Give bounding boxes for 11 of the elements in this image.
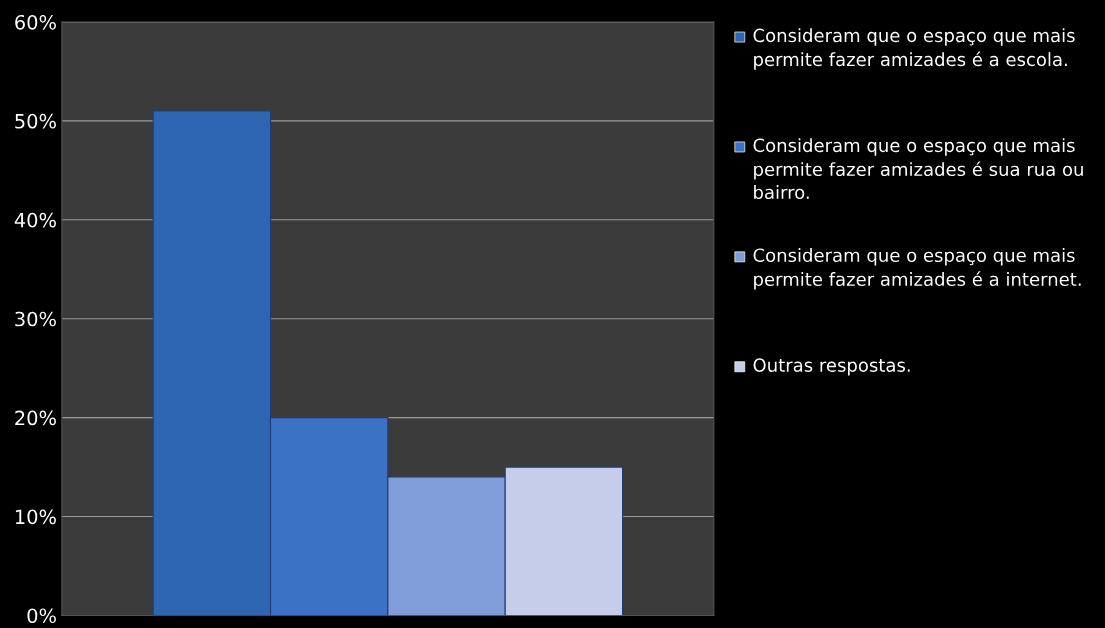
legend-label: Outras respostas. <box>753 358 910 376</box>
y-tick-label: 60% <box>15 14 56 30</box>
y-tick-label: 30% <box>15 311 56 327</box>
y-tick-label: 50% <box>15 113 56 129</box>
legend-label: Consideram que o espaço que mais permite fazer amizades é a internet. <box>753 248 1081 290</box>
legend-label: Consideram que o espaço que mais permite fazer amizades é sua rua ou bairro. <box>753 138 1083 200</box>
y-tick-label: 40% <box>14 212 56 228</box>
y-tick-label: 10% <box>15 509 56 525</box>
y-tick-label: 0% <box>27 608 56 624</box>
legend-label: Consideram que o espaço que mais permite fazer amizades é a escola. <box>753 28 1075 70</box>
y-tick-label: 20% <box>15 410 56 426</box>
